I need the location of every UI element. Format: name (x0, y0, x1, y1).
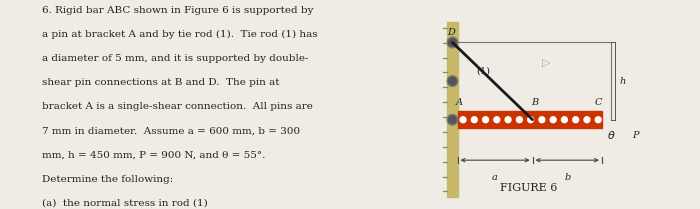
Circle shape (460, 117, 466, 123)
Circle shape (471, 117, 477, 123)
Circle shape (482, 117, 489, 123)
Text: mm, h = 450 mm, P = 900 N, and θ = 55°.: mm, h = 450 mm, P = 900 N, and θ = 55°. (42, 150, 265, 159)
Text: B: B (531, 98, 538, 107)
Text: D: D (447, 28, 454, 37)
Text: a pin at bracket A and by tie rod (1).  Tie rod (1) has: a pin at bracket A and by tie rod (1). T… (42, 30, 318, 40)
Text: FIGURE 6: FIGURE 6 (500, 183, 557, 193)
Text: P: P (632, 131, 638, 140)
Circle shape (561, 117, 568, 123)
Text: Determine the following:: Determine the following: (42, 175, 174, 184)
Text: b: b (564, 173, 570, 182)
Bar (447, 22, 458, 197)
Text: bracket A is a single-shear connection.  All pins are: bracket A is a single-shear connection. … (42, 102, 313, 111)
Circle shape (573, 117, 579, 123)
Text: C: C (594, 98, 602, 107)
Text: $\theta$: $\theta$ (608, 129, 616, 141)
Text: a diameter of 5 mm, and it is supported by double-: a diameter of 5 mm, and it is supported … (42, 54, 309, 63)
Text: a: a (492, 173, 498, 182)
Circle shape (550, 117, 556, 123)
Text: 6. Rigid bar ​ABC shown in Figure 6 is supported by: 6. Rigid bar ​ABC shown in Figure 6 is s… (42, 6, 314, 15)
Circle shape (505, 117, 511, 123)
Text: shear pin connections at B and D.  The pin at: shear pin connections at B and D. The pi… (42, 78, 279, 87)
Circle shape (517, 117, 522, 123)
Text: 7 mm in diameter.  Assume a = 600 mm, b = 300: 7 mm in diameter. Assume a = 600 mm, b =… (42, 126, 300, 135)
Circle shape (584, 117, 590, 123)
Text: (a)  the normal stress in rod (1): (a) the normal stress in rod (1) (42, 199, 208, 208)
Text: A: A (456, 98, 463, 107)
Circle shape (494, 117, 500, 123)
Circle shape (528, 117, 533, 123)
Bar (458, 111, 602, 128)
Text: ▷: ▷ (542, 58, 551, 68)
Circle shape (595, 117, 601, 123)
Text: (1): (1) (476, 67, 490, 76)
Circle shape (447, 115, 458, 125)
Circle shape (447, 37, 458, 48)
Circle shape (447, 76, 458, 86)
Circle shape (539, 117, 545, 123)
Text: h: h (620, 76, 626, 86)
